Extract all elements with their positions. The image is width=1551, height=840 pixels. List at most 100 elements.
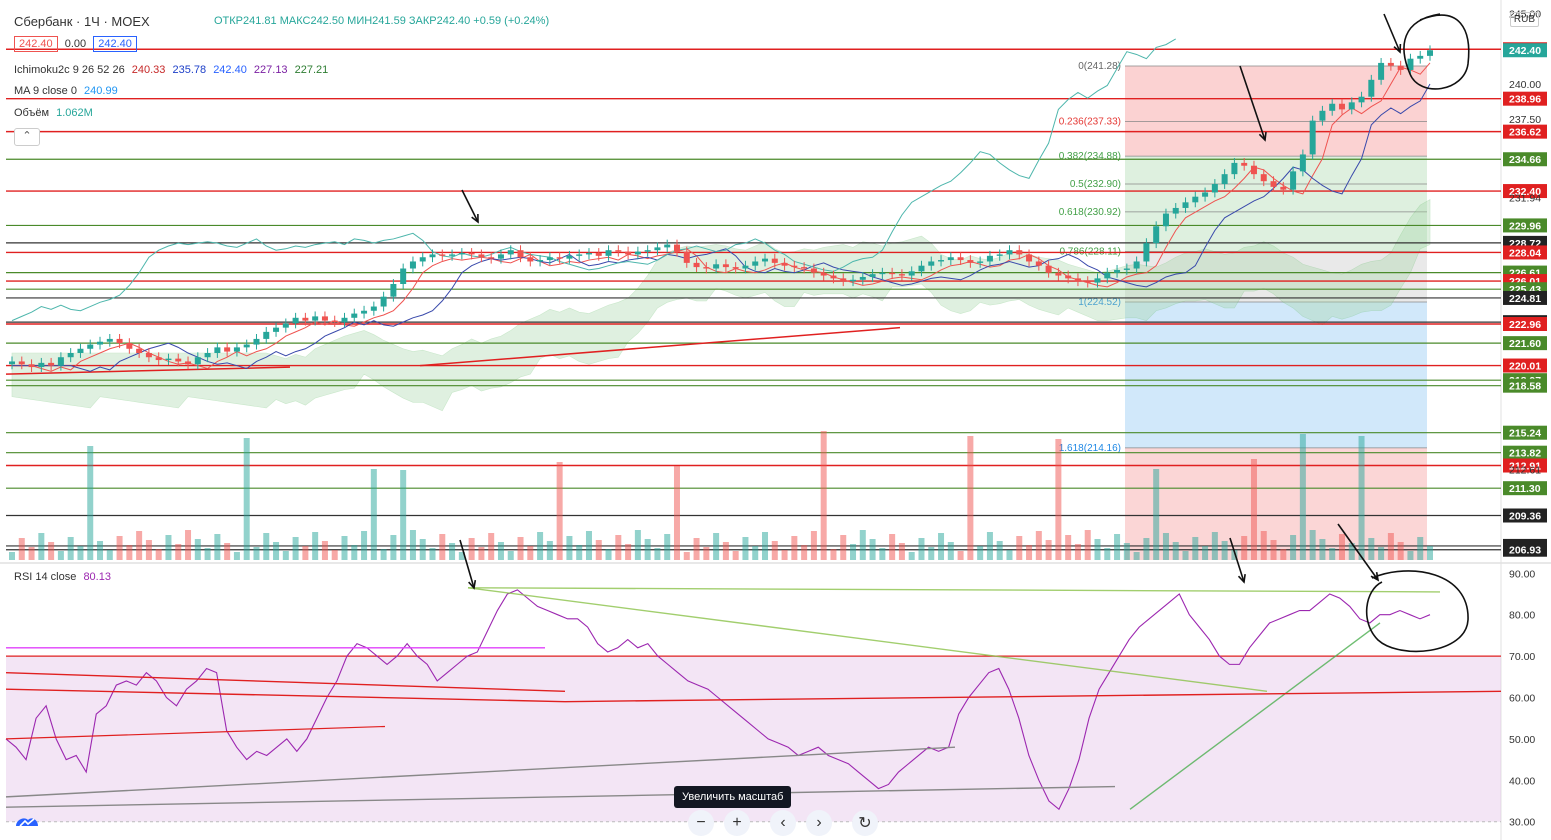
candle-body <box>370 306 377 311</box>
candle-body <box>1065 275 1072 279</box>
volume-bar <box>282 551 289 560</box>
candle-body <box>1016 250 1023 255</box>
volume-bar <box>1084 530 1091 560</box>
candle-body <box>1378 62 1385 80</box>
candle-body <box>155 357 162 361</box>
volume-bar <box>409 530 416 560</box>
candle-body <box>9 361 15 365</box>
candle-body <box>1211 184 1218 193</box>
candle-body <box>243 344 250 348</box>
rsi-legend[interactable]: RSI 14 close 80.13 <box>14 571 115 583</box>
trend-line <box>5 671 566 692</box>
candle-body <box>488 257 495 259</box>
zoom-in-button[interactable]: + <box>724 810 750 836</box>
candle-body <box>1192 196 1199 203</box>
ask-price[interactable]: 242.40 <box>93 36 137 52</box>
volume-bar <box>439 534 446 560</box>
candle-body <box>566 255 573 259</box>
candle-body <box>1074 278 1081 282</box>
candle-body <box>869 274 876 277</box>
candle-body <box>28 364 35 368</box>
candle-body <box>233 347 240 352</box>
currency-badge[interactable]: RUB <box>1509 12 1539 27</box>
rsi-axis-label: 80.00 <box>1509 610 1535 622</box>
volume-bar <box>527 546 534 560</box>
volume-legend[interactable]: Объём 1.062M <box>14 107 97 119</box>
annotation-arrow <box>1337 523 1379 581</box>
volume-bar <box>634 530 641 560</box>
scroll-right-button[interactable]: › <box>806 810 832 836</box>
rsi-axis-label: 70.00 <box>1509 651 1535 663</box>
price-axis-label: 234.66 <box>1509 154 1541 166</box>
candle-body <box>106 338 113 342</box>
reset-chart-button[interactable]: ↻ <box>852 810 878 836</box>
price-axis-tag <box>1503 316 1547 331</box>
volume-bar <box>752 546 759 560</box>
candle-body <box>409 261 416 269</box>
tradingview-logo-icon[interactable] <box>14 812 40 832</box>
volume-bar <box>224 543 231 560</box>
volume-bar <box>488 533 495 560</box>
price-axis-label: 211.30 <box>1509 483 1541 495</box>
volume-bar <box>478 547 485 560</box>
candle-body <box>439 254 446 256</box>
candle-body <box>214 347 221 353</box>
annotation-arrowhead <box>1258 131 1267 142</box>
ichimoku-legend[interactable]: Ichimoku2c 9 26 52 26 240.33 235.78 242.… <box>14 64 332 76</box>
volume-bar <box>1114 534 1121 560</box>
volume-bar <box>400 470 407 560</box>
volume-bar <box>1153 469 1160 560</box>
volume-bar <box>1250 459 1257 560</box>
ma-legend[interactable]: MA 9 close 0 240.99 <box>14 85 122 97</box>
candle-body <box>585 253 592 255</box>
candle-body <box>820 272 827 276</box>
candle-body <box>644 250 651 252</box>
candle-body <box>1026 254 1033 262</box>
volume-bar <box>38 533 45 560</box>
annotation-arrow <box>459 539 475 589</box>
scroll-left-button[interactable]: ‹ <box>770 810 796 836</box>
volume-bar <box>517 537 524 560</box>
price-axis-tag <box>1503 290 1547 305</box>
candle-body <box>449 254 456 256</box>
candle-body <box>693 262 700 268</box>
zoom-out-button[interactable]: − <box>688 810 714 836</box>
bid-price[interactable]: 242.40 <box>14 36 58 52</box>
candle-body <box>1114 269 1121 273</box>
volume-bar <box>977 546 984 560</box>
annotation-arrowhead <box>471 213 479 224</box>
candle-body <box>830 275 837 279</box>
symbol-title: Сбербанк · 1Ч · MOEX <box>14 14 150 29</box>
base-line <box>12 83 1431 372</box>
price-axis-tag <box>1503 184 1547 199</box>
volume-bar <box>869 539 876 560</box>
annotation-arrowhead <box>1237 573 1246 584</box>
annotation-arrow <box>1229 537 1245 583</box>
price-axis-tag <box>1503 43 1547 58</box>
fib-level-label: 0(241.28) <box>1078 61 1121 72</box>
rsi-axis-label: 60.00 <box>1509 693 1535 705</box>
volume-bar <box>126 545 133 560</box>
volume-bar <box>18 538 25 560</box>
volume-bar <box>1407 551 1414 560</box>
candle-body <box>507 250 514 255</box>
fib-zone-red <box>1125 66 1427 157</box>
rsi-value: 80.13 <box>83 571 111 583</box>
fib-zone-grey <box>1125 251 1427 303</box>
candle-body <box>1319 110 1326 121</box>
ichimoku-value-2: 235.78 <box>172 64 207 76</box>
volume-bar <box>595 540 602 560</box>
volume-bar <box>1329 548 1336 560</box>
price-axis-tag <box>1503 124 1547 139</box>
candle-body <box>1104 272 1111 279</box>
volume-bar <box>165 535 172 560</box>
candle-body <box>165 358 172 361</box>
volume-bar <box>1055 439 1062 560</box>
candle-body <box>57 357 64 366</box>
volume-bar <box>762 532 769 560</box>
volume-bar <box>1231 550 1238 560</box>
price-axis-label: 242.40 <box>1509 45 1541 57</box>
collapse-legend-button[interactable]: ⌃ <box>14 128 40 146</box>
candle-body <box>97 341 104 345</box>
